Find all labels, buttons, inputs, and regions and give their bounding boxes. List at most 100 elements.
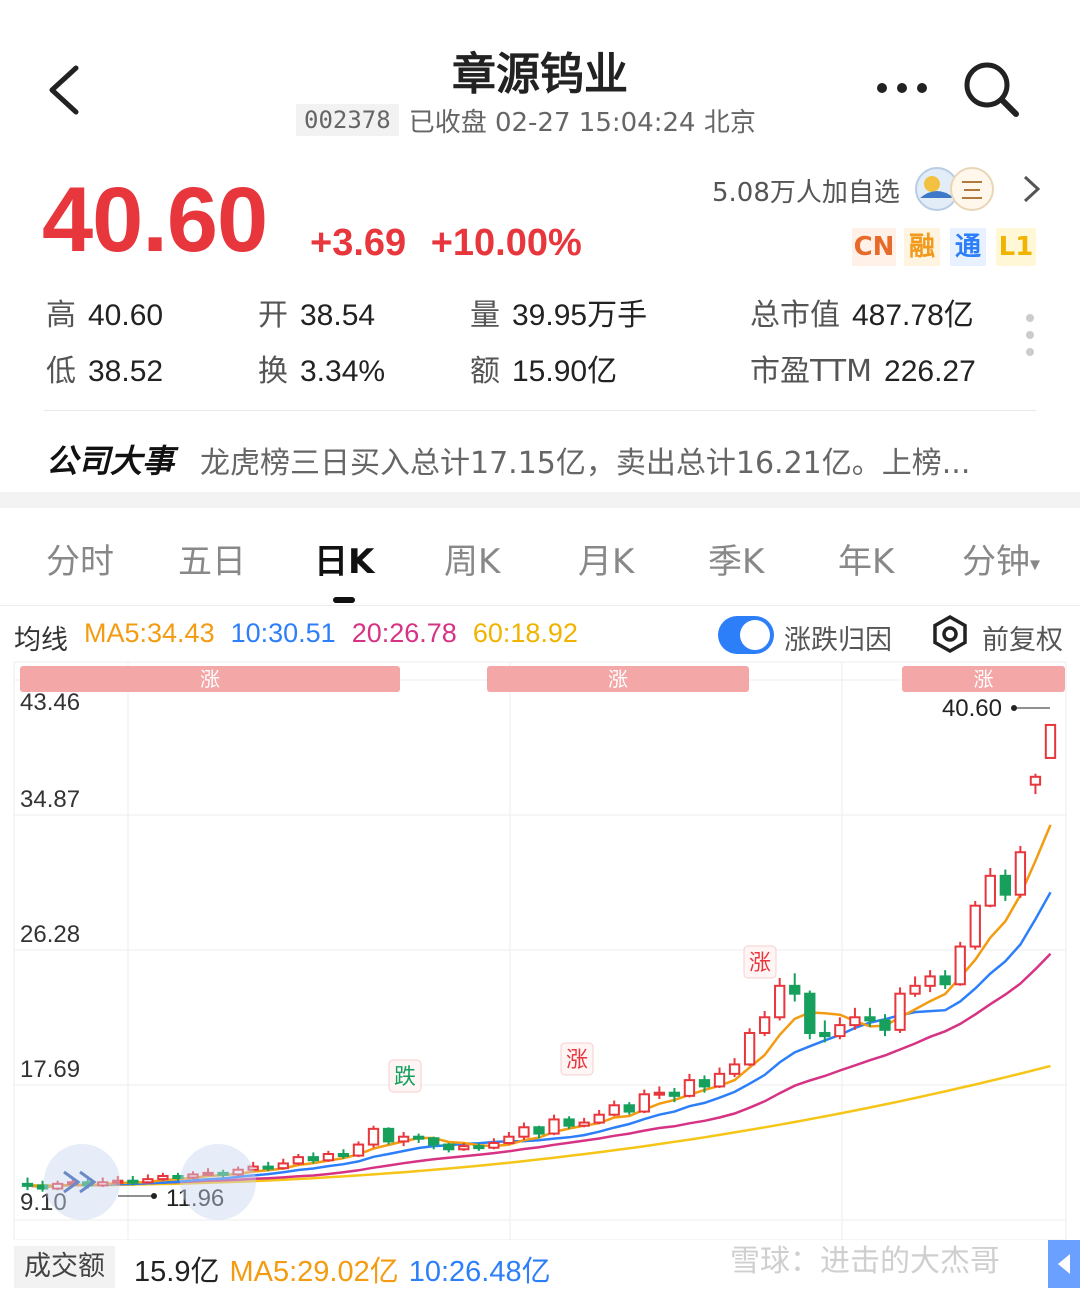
ma-label: 均线 xyxy=(14,625,68,655)
y-tick-label: 17.69 xyxy=(20,1056,80,1083)
event-marker-label: 涨 xyxy=(566,1048,588,1073)
stock-title: 章源钨业 xyxy=(452,49,628,100)
candle-up xyxy=(157,1174,169,1181)
chevron-right-icon[interactable] xyxy=(1016,172,1046,206)
tag-margin: 融 xyxy=(904,228,940,266)
candle-up xyxy=(608,1104,620,1116)
candle-up xyxy=(638,1093,650,1113)
candle-down xyxy=(879,1019,891,1031)
change-percent: +10.00% xyxy=(430,222,582,264)
y-tick-label: 9.10 xyxy=(20,1189,67,1216)
candle-up xyxy=(984,874,996,907)
chart-border xyxy=(13,661,1067,1240)
volume-ma10: 10:26.48亿 xyxy=(408,1256,551,1288)
candle-up xyxy=(518,1126,530,1138)
tab-minute[interactable]: 分钟▾ xyxy=(962,534,1040,583)
settings-hex-icon[interactable] xyxy=(930,614,970,654)
candle-down xyxy=(533,1126,545,1135)
tab-indicator xyxy=(333,597,355,603)
volume-label[interactable]: 成交额 xyxy=(14,1246,115,1288)
candle-up xyxy=(969,904,981,948)
ma20-value: 20:26.78 xyxy=(351,618,457,648)
high-price-marker: 40.60 xyxy=(942,695,1002,722)
candle-up xyxy=(352,1143,365,1157)
candle-up xyxy=(322,1152,335,1162)
candle-up xyxy=(593,1113,605,1124)
chart-grid: 43.46 34.87 26.28 17.69 9.10 xyxy=(13,661,1067,1240)
stat-volume: 量 39.95万手 xyxy=(470,298,648,333)
candle-up xyxy=(713,1072,726,1088)
candle-down xyxy=(217,1171,229,1176)
stat-low: 低 38.52 xyxy=(46,354,164,389)
tab-five-day[interactable]: 五日 xyxy=(178,542,246,582)
search-icon xyxy=(964,62,1019,117)
triangle-left-icon xyxy=(1058,1254,1070,1274)
limit-up-banner xyxy=(902,666,1065,692)
candle-up xyxy=(1014,851,1027,896)
attribution-label: 涨跌归因 xyxy=(784,625,892,656)
candle-up xyxy=(1029,775,1042,786)
ma20-line xyxy=(27,952,1052,1189)
stat-high: 高 40.60 xyxy=(46,298,164,333)
low-marker-dot xyxy=(151,1193,157,1199)
event-marker-box xyxy=(743,945,777,979)
stat-open: 开 38.54 xyxy=(258,298,376,333)
tab-monthly-k[interactable]: 月K xyxy=(578,542,635,582)
candle-up xyxy=(187,1173,199,1179)
candle-up xyxy=(367,1127,380,1146)
company-events-text[interactable]: 龙虎榜三日买入总计17.15亿，卖出总计16.21亿。上榜... xyxy=(200,446,971,481)
candle-up xyxy=(653,1091,666,1096)
candle-up xyxy=(51,1182,64,1190)
stat-amount: 额 15.90亿 xyxy=(470,354,618,389)
adjust-mode-label[interactable]: 前复权 xyxy=(982,625,1063,656)
search-button[interactable] xyxy=(960,58,1022,120)
candle-up xyxy=(924,975,936,987)
event-marker-label: 跌 xyxy=(394,1065,416,1090)
side-scroll-tab[interactable] xyxy=(1048,1240,1080,1288)
limit-up-banner xyxy=(20,666,400,692)
limit-up-banner-label: 涨 xyxy=(608,667,628,691)
volume-ma5: MA5:29.02亿 xyxy=(229,1256,399,1288)
back-button[interactable] xyxy=(40,60,90,120)
tab-yearly-k[interactable]: 年K xyxy=(838,542,895,582)
candle-up xyxy=(894,992,906,1031)
company-events-label: 公司大事 xyxy=(46,442,175,480)
vertical-more-icon[interactable] xyxy=(1024,312,1036,358)
more-button[interactable] xyxy=(872,70,932,106)
candle-down xyxy=(623,1104,635,1113)
tab-intraday[interactable]: 分时 xyxy=(46,542,114,582)
chevron-left-icon xyxy=(49,65,79,115)
volume-value: 15.9亿 xyxy=(134,1256,220,1288)
status-line: 002378 已收盘 02-27 15:04:24 北京 xyxy=(296,102,756,138)
volume-legend: 15.9亿 MA5:29.02亿 10:26.48亿 xyxy=(134,1248,551,1290)
candle-up xyxy=(397,1135,410,1143)
current-price: 40.60 xyxy=(42,169,268,271)
candle-down xyxy=(939,975,951,986)
chevron-right-icon xyxy=(79,1170,97,1194)
ma5-value: MA5:34.43 xyxy=(84,618,215,648)
tab-quarterly-k[interactable]: 季K xyxy=(708,542,765,582)
candle-up xyxy=(578,1121,590,1127)
tab-daily-k[interactable]: 日K xyxy=(314,542,375,582)
stat-pe-ttm: 市盈TTM 226.27 xyxy=(750,354,976,389)
y-tick-label: 26.28 xyxy=(20,921,80,948)
candle-down xyxy=(412,1135,425,1140)
stat-market-cap: 总市值 487.78亿 xyxy=(750,298,974,333)
tag-connect: 通 xyxy=(950,228,986,266)
limit-up-banner-label: 涨 xyxy=(200,667,220,691)
candle-up xyxy=(548,1118,560,1135)
tag-l1: L1 xyxy=(996,228,1036,266)
event-marker-label: 涨 xyxy=(749,951,771,976)
tab-weekly-k[interactable]: 周K xyxy=(444,542,501,582)
candle-down xyxy=(382,1127,395,1143)
watchlist-count[interactable]: 5.08万人加自选 xyxy=(712,177,900,208)
candle-up xyxy=(774,984,786,1019)
ma10-value: 10:30.51 xyxy=(230,618,336,648)
y-tick-label: 43.46 xyxy=(20,689,80,716)
candle-down xyxy=(819,1031,831,1038)
candle-up xyxy=(232,1168,244,1176)
candles xyxy=(21,723,1057,1192)
stock-code: 002378 xyxy=(296,104,399,136)
candle-down xyxy=(668,1091,681,1097)
